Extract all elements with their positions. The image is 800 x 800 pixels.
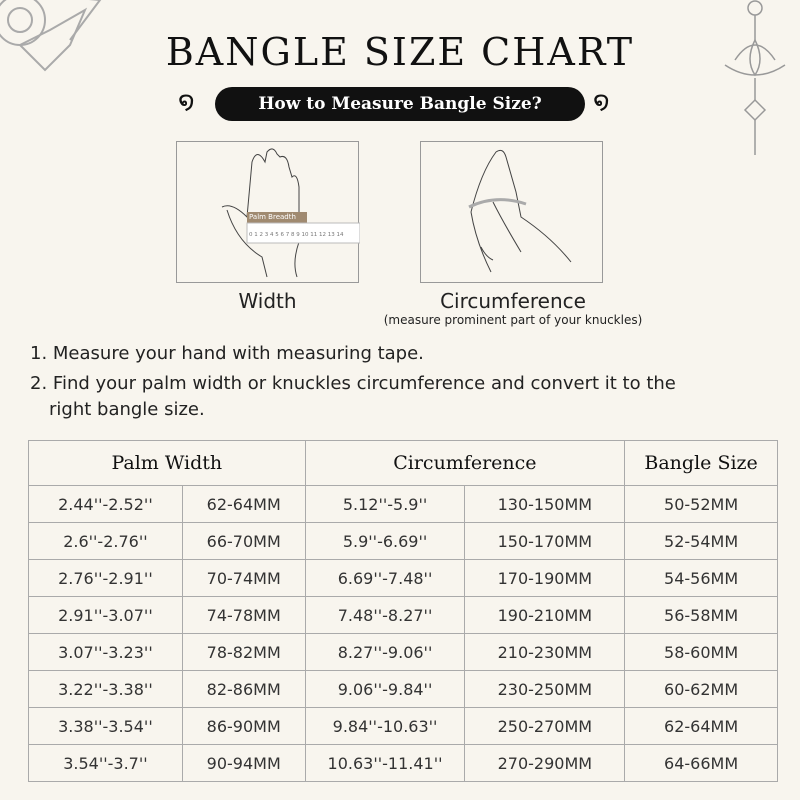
- circumference-mm-cell: 190-210MM: [464, 596, 626, 634]
- bangle-size-cell: 62-64MM: [624, 707, 778, 745]
- palm-width-inches-cell: 2.91''-3.07'': [28, 596, 183, 634]
- circumference-inches-cell: 7.48''-8.27'': [304, 596, 466, 634]
- circumference-mm-cell: 130-150MM: [464, 485, 626, 523]
- bangle-size-cell: 56-58MM: [624, 596, 778, 634]
- circumference-mm-cell: 210-230MM: [464, 633, 626, 671]
- bangle-size-cell: 64-66MM: [624, 744, 778, 782]
- palm-width-inches-cell: 3.22''-3.38'': [28, 670, 183, 708]
- table-row: 2.76''-2.91'' 70-74MM 6.69''-7.48'' 170-190…: [28, 559, 778, 597]
- width-illustration: Palm Breadth 0 1 2 3 4 5 6 7 8 9 10 11 1…: [176, 141, 361, 283]
- hand-width-icon: [221, 148, 361, 278]
- bangle-size-cell: 50-52MM: [624, 485, 778, 523]
- size-table: Palm Width Circumference Bangle Size 2.4…: [28, 440, 778, 782]
- circumference-inches-cell: 9.84''-10.63'': [304, 707, 466, 745]
- circumference-illustration: [420, 141, 603, 283]
- step-2: 2. Find your palm width or knuckles circ…: [30, 373, 676, 394]
- bangle-size-cell: 54-56MM: [624, 559, 778, 597]
- palm-width-mm-cell: 86-90MM: [181, 707, 306, 745]
- palm-width-mm-cell: 66-70MM: [181, 522, 306, 560]
- palm-width-inches-cell: 3.54''-3.7'': [28, 744, 183, 782]
- circumference-caption: Circumference: [440, 289, 586, 313]
- palm-width-inches-cell: 3.07''-3.23'': [28, 633, 183, 671]
- palm-width-mm-cell: 74-78MM: [181, 596, 306, 634]
- header-palm-width: Palm Width: [28, 440, 306, 486]
- width-caption: Width: [238, 289, 297, 313]
- table-row: 3.22''-3.38'' 82-86MM 9.06''-9.84'' 230-250…: [28, 670, 778, 708]
- bangle-size-cell: 60-62MM: [624, 670, 778, 708]
- table-row: 2.44''-2.52'' 62-64MM 5.12''-5.9'' 130-150M…: [28, 485, 778, 523]
- right-scroll-ornament-icon: ໑: [593, 86, 610, 116]
- table-row: 2.91''-3.07'' 74-78MM 7.48''-8.27'' 190-210…: [28, 596, 778, 634]
- table-row: 3.07''-3.23'' 78-82MM 8.27''-9.06'' 210-230…: [28, 633, 778, 671]
- palm-width-mm-cell: 82-86MM: [181, 670, 306, 708]
- palm-width-inches-cell: 2.76''-2.91'': [28, 559, 183, 597]
- circumference-note: (measure prominent part of your knuckles…: [383, 313, 643, 327]
- palm-width-inches-cell: 2.6''-2.76'': [28, 522, 183, 560]
- palm-width-mm-cell: 78-82MM: [181, 633, 306, 671]
- palm-width-mm-cell: 62-64MM: [181, 485, 306, 523]
- table-row: 2.6''-2.76'' 66-70MM 5.9''-6.69'' 150-170MM…: [28, 522, 778, 560]
- bangle-size-cell: 52-54MM: [624, 522, 778, 560]
- left-scroll-ornament-icon: ໑: [178, 86, 195, 116]
- bangle-size-cell: 58-60MM: [624, 633, 778, 671]
- palm-width-mm-cell: 70-74MM: [181, 559, 306, 597]
- palm-width-mm-cell: 90-94MM: [181, 744, 306, 782]
- circumference-mm-cell: 150-170MM: [464, 522, 626, 560]
- header-circumference: Circumference: [304, 440, 626, 486]
- table-header-row: Palm Width Circumference Bangle Size: [28, 440, 778, 486]
- palm-breadth-label: Palm Breadth: [249, 213, 296, 221]
- table-row: 3.38''-3.54'' 86-90MM 9.84''-10.63'' 250-27…: [28, 707, 778, 745]
- page-title: BANGLE SIZE CHART: [165, 30, 635, 74]
- circumference-inches-cell: 8.27''-9.06'': [304, 633, 466, 671]
- lotus-hanging-decoration: [724, 0, 786, 155]
- header-bangle-size: Bangle Size: [624, 440, 778, 486]
- circumference-inches-cell: 10.63''-11.41'': [304, 744, 466, 782]
- circumference-inches-cell: 5.12''-5.9'': [304, 485, 466, 523]
- circumference-mm-cell: 250-270MM: [464, 707, 626, 745]
- step-2-continued: right bangle size.: [49, 399, 205, 420]
- table-row: 3.54''-3.7'' 90-94MM 10.63''-11.41'' 270-29…: [28, 744, 778, 782]
- circumference-mm-cell: 230-250MM: [464, 670, 626, 708]
- circumference-mm-cell: 270-290MM: [464, 744, 626, 782]
- circumference-mm-cell: 170-190MM: [464, 559, 626, 597]
- circumference-inches-cell: 9.06''-9.84'': [304, 670, 466, 708]
- palm-width-inches-cell: 2.44''-2.52'': [28, 485, 183, 523]
- palm-width-inches-cell: 3.38''-3.54'': [28, 707, 183, 745]
- hand-circumference-icon: [468, 149, 572, 273]
- ruler-scale: 0 1 2 3 4 5 6 7 8 9 10 11 12 13 14: [249, 232, 344, 238]
- step-1: 1. Measure your hand with measuring tape…: [30, 343, 424, 364]
- subtitle-banner: How to Measure Bangle Size?: [215, 87, 585, 121]
- circumference-inches-cell: 6.69''-7.48'': [304, 559, 466, 597]
- mandala-decoration: [0, 0, 102, 72]
- circumference-inches-cell: 5.9''-6.69'': [304, 522, 466, 560]
